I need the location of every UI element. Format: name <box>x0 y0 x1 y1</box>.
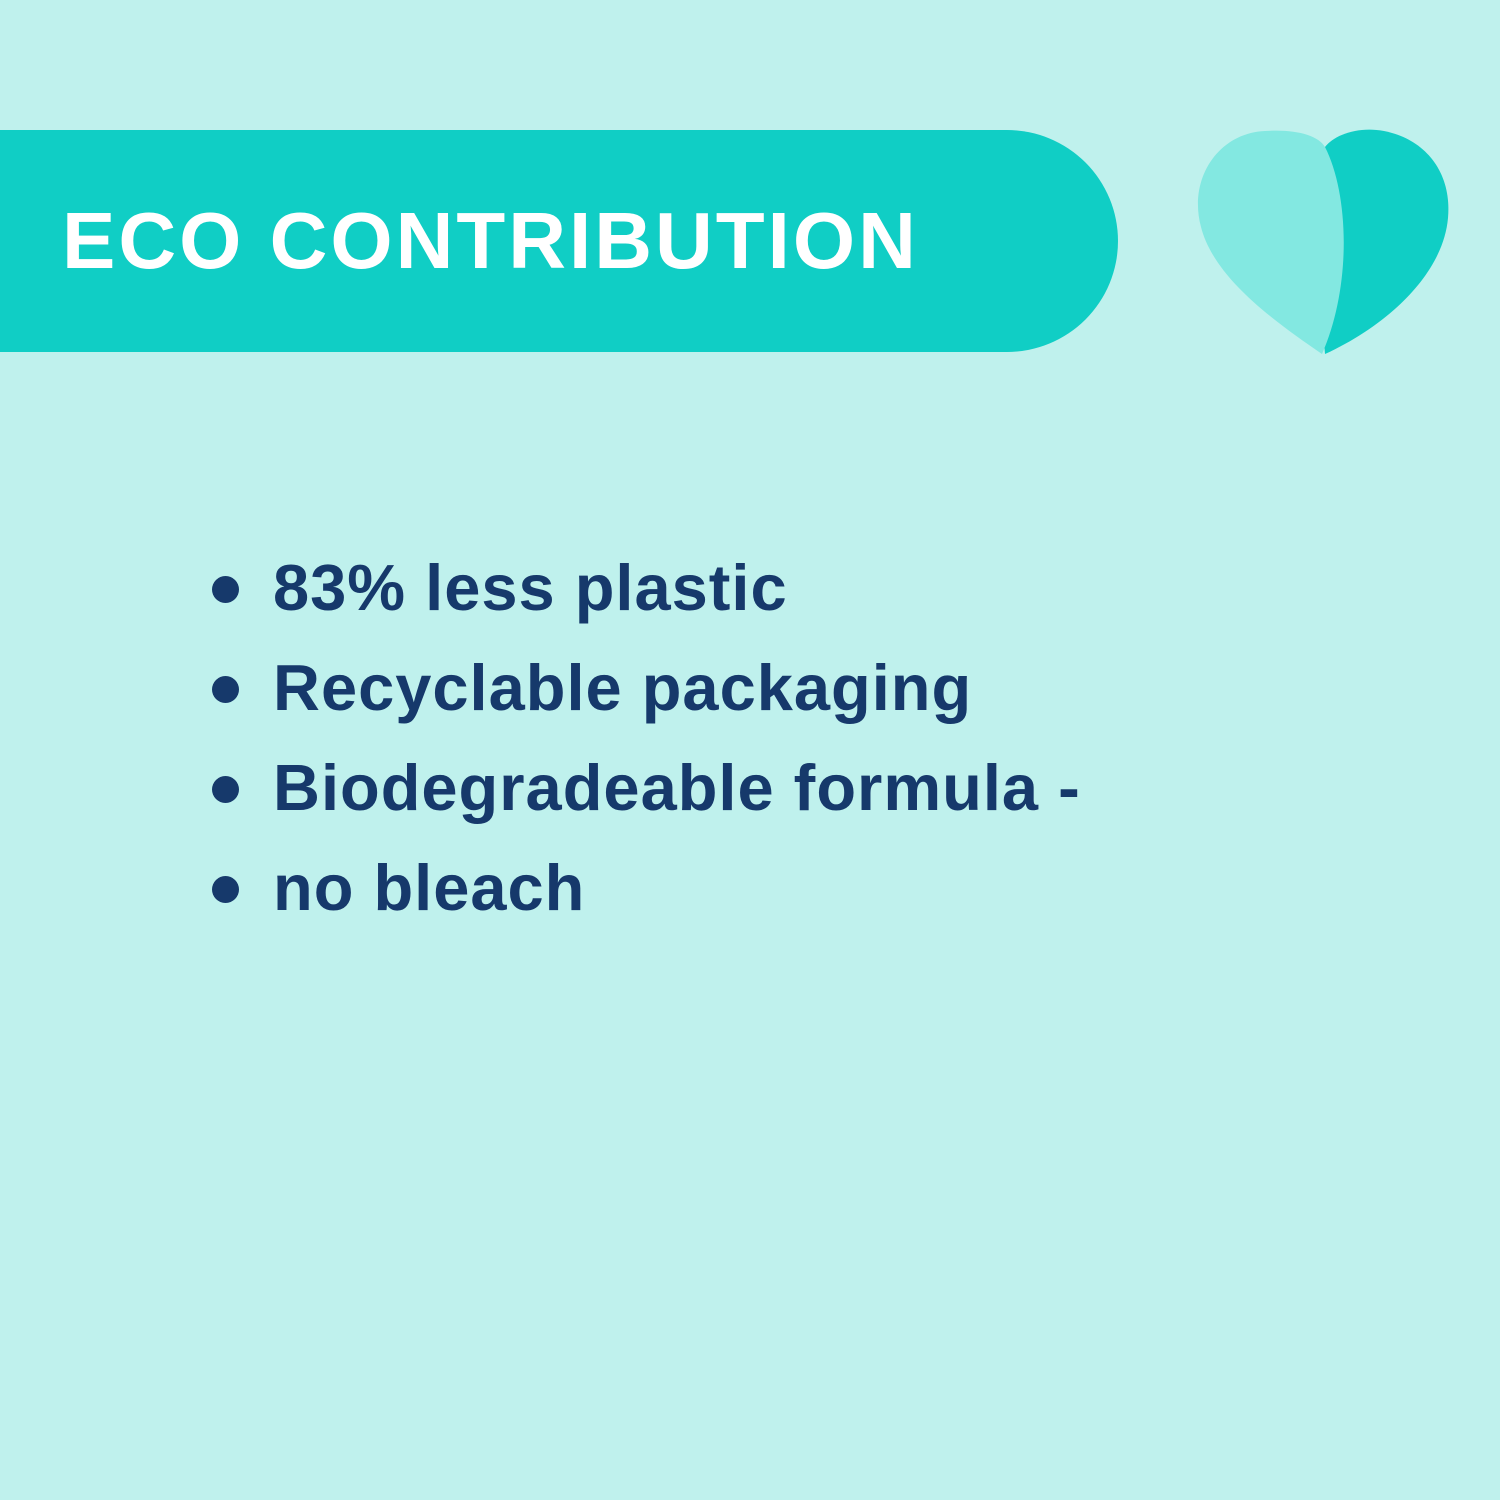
list-item-label: 83% less plastic <box>273 550 788 624</box>
list-item-label: Recyclable packaging <box>273 650 973 724</box>
bullet-icon <box>212 875 239 903</box>
heart-right-lobe-shape <box>1320 129 1449 354</box>
list-item: Biodegradeable formula - <box>212 737 1081 837</box>
benefits-list: 83% less plastic Recyclable packaging Bi… <box>212 537 1081 937</box>
heart-icon <box>1197 129 1449 354</box>
list-item: 83% less plastic <box>212 537 1081 637</box>
list-item: no bleach <box>212 837 1081 937</box>
bullet-icon <box>212 575 239 603</box>
list-item-label: Biodegradeable formula - <box>273 750 1081 824</box>
title-banner: ECO CONTRIBUTION <box>0 130 1118 352</box>
bullet-icon <box>212 675 239 703</box>
bullet-icon <box>212 775 239 803</box>
heart-left-lobe-shape <box>1197 130 1344 354</box>
list-item-label: no bleach <box>273 850 586 924</box>
list-item: Recyclable packaging <box>212 637 1081 737</box>
page-title: ECO CONTRIBUTION <box>62 196 919 285</box>
